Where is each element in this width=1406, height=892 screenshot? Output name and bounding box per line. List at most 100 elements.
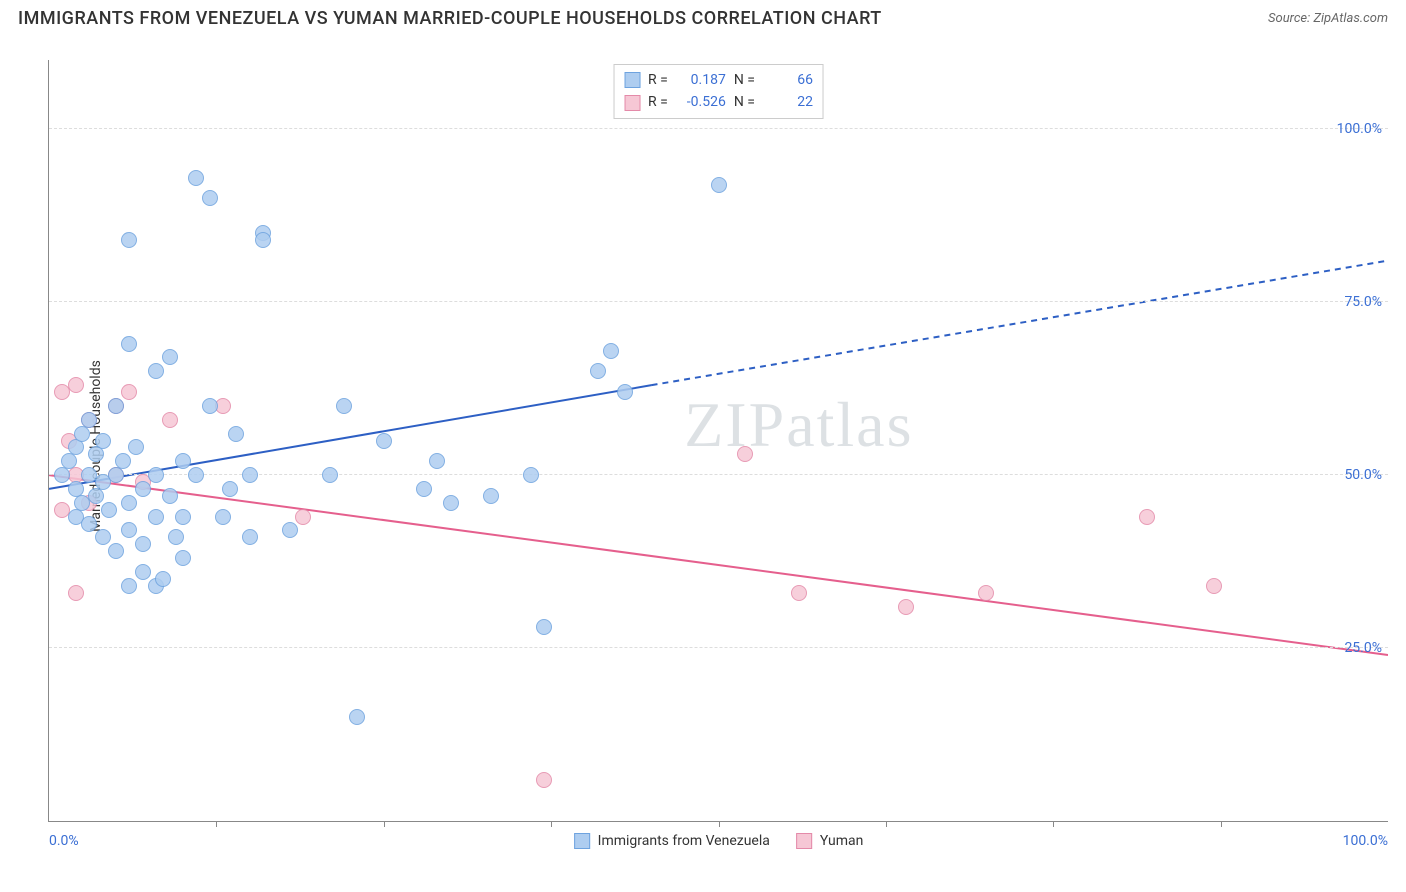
data-point-venezuela bbox=[336, 398, 352, 414]
source-attribution: Source: ZipAtlas.com bbox=[1268, 11, 1388, 26]
data-point-yuman bbox=[1206, 578, 1222, 594]
data-point-venezuela bbox=[101, 502, 117, 518]
y-tick-label: 75.0% bbox=[1344, 294, 1382, 310]
x-tick bbox=[1053, 821, 1054, 827]
data-point-venezuela bbox=[68, 439, 84, 455]
r-value: 0.187 bbox=[676, 69, 726, 91]
n-value: 22 bbox=[763, 91, 813, 113]
legend-label: Immigrants from Venezuela bbox=[598, 833, 770, 849]
data-point-yuman bbox=[898, 599, 914, 615]
legend-item-yuman: Yuman bbox=[796, 833, 863, 849]
gridline-h bbox=[49, 301, 1388, 302]
x-axis-max-label: 100.0% bbox=[1343, 833, 1388, 849]
data-point-venezuela bbox=[148, 509, 164, 525]
source-prefix: Source: bbox=[1268, 11, 1313, 26]
r-value: -0.526 bbox=[676, 91, 726, 113]
data-point-venezuela bbox=[108, 398, 124, 414]
data-point-venezuela bbox=[135, 481, 151, 497]
data-point-venezuela bbox=[617, 384, 633, 400]
x-tick bbox=[1221, 821, 1222, 827]
data-point-yuman bbox=[295, 509, 311, 525]
y-tick-label: 100.0% bbox=[1337, 121, 1382, 137]
swatch-series-a bbox=[574, 833, 590, 849]
data-point-venezuela bbox=[376, 433, 392, 449]
data-point-venezuela bbox=[349, 709, 365, 725]
data-point-venezuela bbox=[121, 495, 137, 511]
legend-item-venezuela: Immigrants from Venezuela bbox=[574, 833, 770, 849]
data-point-venezuela bbox=[148, 363, 164, 379]
data-point-venezuela bbox=[188, 467, 204, 483]
y-tick-label: 50.0% bbox=[1344, 467, 1382, 483]
data-point-venezuela bbox=[222, 481, 238, 497]
data-point-venezuela bbox=[202, 398, 218, 414]
data-point-yuman bbox=[68, 377, 84, 393]
data-point-venezuela bbox=[443, 495, 459, 511]
data-point-venezuela bbox=[242, 529, 258, 545]
swatch-series-b bbox=[624, 95, 640, 111]
data-point-venezuela bbox=[95, 433, 111, 449]
data-point-venezuela bbox=[255, 232, 271, 248]
x-tick bbox=[719, 821, 720, 827]
data-point-venezuela bbox=[108, 543, 124, 559]
data-point-venezuela bbox=[242, 467, 258, 483]
data-point-venezuela bbox=[128, 439, 144, 455]
series-legend: Immigrants from Venezuela Yuman bbox=[574, 833, 864, 849]
r-label: R = bbox=[648, 91, 668, 113]
data-point-venezuela bbox=[523, 467, 539, 483]
gridline-h bbox=[49, 128, 1388, 129]
data-point-venezuela bbox=[168, 529, 184, 545]
data-point-venezuela bbox=[135, 536, 151, 552]
data-point-yuman bbox=[737, 446, 753, 462]
data-point-venezuela bbox=[162, 488, 178, 504]
gridline-h bbox=[49, 647, 1388, 648]
data-point-venezuela bbox=[121, 522, 137, 538]
data-point-venezuela bbox=[121, 232, 137, 248]
data-point-venezuela bbox=[536, 619, 552, 635]
data-point-venezuela bbox=[202, 190, 218, 206]
data-point-venezuela bbox=[148, 467, 164, 483]
data-point-venezuela bbox=[590, 363, 606, 379]
data-point-yuman bbox=[68, 585, 84, 601]
n-label: N = bbox=[734, 69, 755, 91]
n-label: N = bbox=[734, 91, 755, 113]
x-tick bbox=[216, 821, 217, 827]
data-point-venezuela bbox=[121, 578, 137, 594]
data-point-venezuela bbox=[711, 177, 727, 193]
data-point-venezuela bbox=[61, 453, 77, 469]
data-point-venezuela bbox=[483, 488, 499, 504]
watermark: ZIPatlas bbox=[684, 388, 913, 462]
data-point-venezuela bbox=[175, 509, 191, 525]
legend-row-series-a: R = 0.187 N = 66 bbox=[624, 69, 813, 91]
chart-header: IMMIGRANTS FROM VENEZUELA VS YUMAN MARRI… bbox=[0, 0, 1406, 39]
chart-title: IMMIGRANTS FROM VENEZUELA VS YUMAN MARRI… bbox=[18, 8, 882, 29]
scatter-plot-area: R = 0.187 N = 66 R = -0.526 N = 22 ZIPat… bbox=[48, 60, 1388, 822]
data-point-venezuela bbox=[95, 529, 111, 545]
trendlines-layer bbox=[49, 60, 1388, 821]
y-tick-label: 25.0% bbox=[1344, 640, 1382, 656]
data-point-venezuela bbox=[188, 170, 204, 186]
data-point-venezuela bbox=[162, 349, 178, 365]
data-point-venezuela bbox=[88, 446, 104, 462]
data-point-venezuela bbox=[88, 488, 104, 504]
data-point-venezuela bbox=[215, 509, 231, 525]
n-value: 66 bbox=[763, 69, 813, 91]
data-point-venezuela bbox=[603, 343, 619, 359]
data-point-venezuela bbox=[155, 571, 171, 587]
data-point-yuman bbox=[121, 384, 137, 400]
data-point-venezuela bbox=[282, 522, 298, 538]
x-tick bbox=[551, 821, 552, 827]
x-tick bbox=[384, 821, 385, 827]
legend-label: Yuman bbox=[820, 833, 863, 849]
data-point-venezuela bbox=[115, 453, 131, 469]
data-point-yuman bbox=[162, 412, 178, 428]
r-label: R = bbox=[648, 69, 668, 91]
data-point-venezuela bbox=[228, 426, 244, 442]
swatch-series-a bbox=[624, 72, 640, 88]
data-point-venezuela bbox=[175, 453, 191, 469]
data-point-venezuela bbox=[429, 453, 445, 469]
data-point-venezuela bbox=[121, 336, 137, 352]
data-point-yuman bbox=[1139, 509, 1155, 525]
data-point-venezuela bbox=[135, 564, 151, 580]
x-tick bbox=[886, 821, 887, 827]
source-site: ZipAtlas.com bbox=[1313, 11, 1388, 26]
